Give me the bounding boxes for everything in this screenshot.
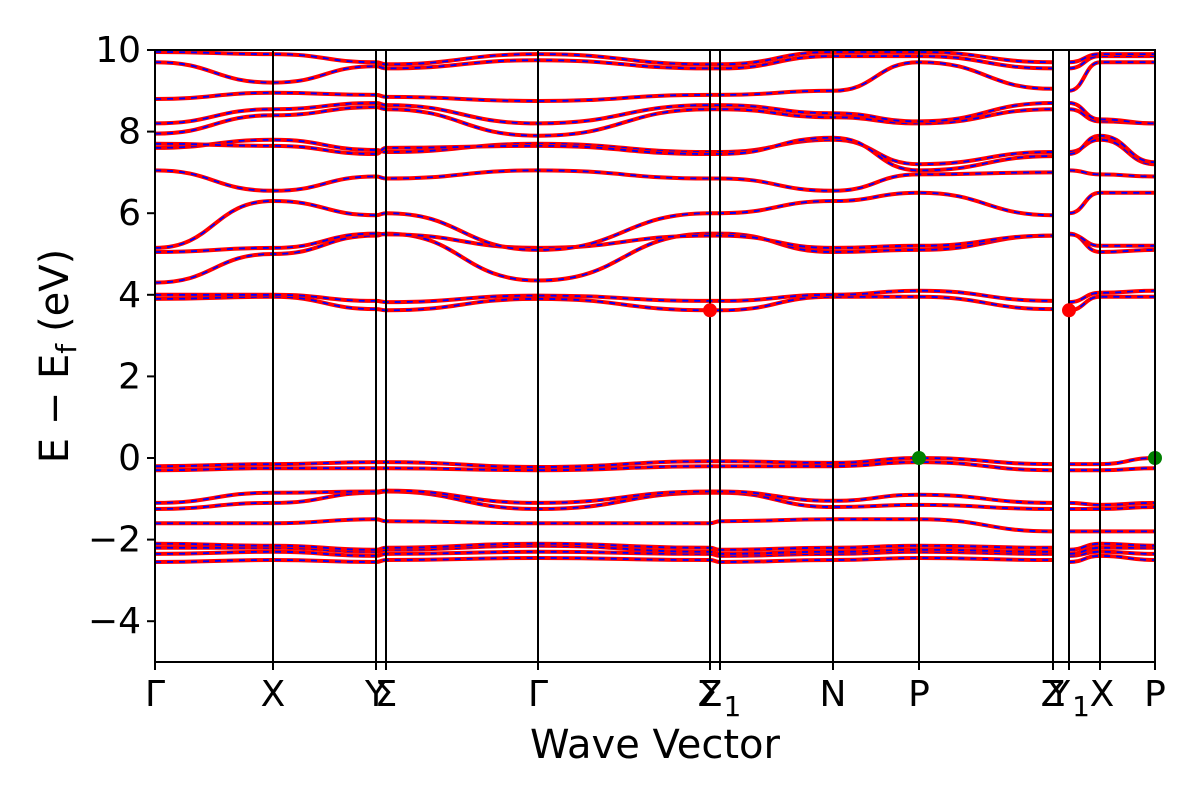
cbm-marker (703, 303, 717, 318)
y-tick-label: 6 (118, 193, 141, 234)
band-line-spin-down (155, 550, 1155, 557)
y-tick-label: 4 (118, 275, 141, 316)
axes (147, 49, 1156, 670)
x-tick-label: Γ (528, 674, 548, 715)
x-tick-label: Z (698, 674, 723, 715)
band-line-spin-down (155, 232, 1155, 253)
band-line-spin-down (155, 457, 1155, 468)
x-tick-label: Σ (375, 674, 398, 715)
band-line-spin-down (155, 489, 1155, 506)
y-tick-label: 8 (118, 112, 141, 153)
band-line-spin-down (155, 289, 1155, 304)
band-line-spin-up (155, 105, 1155, 138)
band-line-spin-down (155, 518, 1155, 533)
band-line-spin-down (155, 169, 1155, 192)
y-tick-label: 2 (118, 356, 141, 397)
bands-layer (155, 50, 1155, 565)
band-line-spin-down (155, 51, 1155, 66)
x-tick-label: Σ1 (699, 674, 742, 723)
band-line-spin-down (155, 490, 1155, 510)
x-tick-label: X (261, 674, 286, 715)
plot-frame (154, 49, 1156, 663)
x-tick-label: P (908, 674, 930, 715)
band-line-spin-up (155, 231, 1155, 285)
y-axis-label-main: E − E (32, 354, 78, 464)
band-line-spin-down (155, 461, 1155, 472)
band-line-spin-down (155, 544, 1155, 555)
band-line-spin-down (155, 55, 1155, 84)
x-tick-label: P (1144, 674, 1166, 715)
band-line-spin-down (155, 106, 1155, 137)
y-tick-label: 10 (95, 30, 141, 71)
extrema-markers (703, 303, 1162, 465)
band-line-spin-down (155, 554, 1155, 563)
band-line-spin-down (155, 295, 1155, 312)
band-line-spin-down (155, 61, 1155, 102)
band-line-spin-down (155, 542, 1155, 551)
cbm-marker (1062, 303, 1076, 318)
x-tick-label: Γ (145, 674, 165, 715)
y-tick-label: 0 (118, 438, 141, 479)
x-axis-label: Wave Vector (530, 722, 781, 768)
x-tick-label: X (1090, 674, 1115, 715)
band-line-spin-up (155, 168, 1155, 193)
x-tick-label: Y1 (1047, 674, 1090, 723)
vbm-marker (912, 451, 926, 465)
y-axis-label: E − Ef (eV) (32, 249, 83, 464)
y-tick-label: −4 (88, 601, 141, 642)
x-tick-label: N (820, 674, 847, 715)
band-line-spin-up (155, 50, 1155, 67)
y-tick-label: −2 (88, 520, 141, 561)
y-axis-label-unit: (eV) (32, 249, 78, 332)
y-axis-label-subscript: f (50, 343, 83, 354)
x-tick-label: Y (364, 674, 388, 715)
kpath-lines (272, 50, 1101, 662)
band-line-spin-up (155, 517, 1155, 534)
x-tick-label: Z (1041, 674, 1066, 715)
